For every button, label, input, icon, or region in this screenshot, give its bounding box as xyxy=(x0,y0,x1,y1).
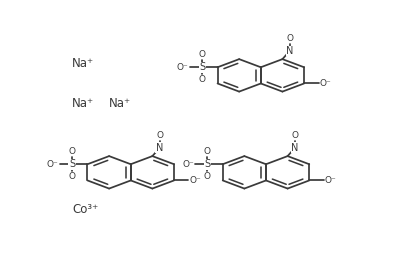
Text: O⁻: O⁻ xyxy=(177,63,189,72)
Text: O: O xyxy=(286,34,293,43)
Text: S: S xyxy=(69,159,75,169)
Text: N: N xyxy=(291,143,299,153)
Text: Co³⁺: Co³⁺ xyxy=(72,204,98,216)
Text: O: O xyxy=(68,172,75,181)
Text: S: S xyxy=(204,159,210,169)
Text: O⁻: O⁻ xyxy=(320,79,331,88)
Text: Na⁺: Na⁺ xyxy=(108,97,130,109)
Text: O: O xyxy=(291,131,298,140)
Text: Na⁺: Na⁺ xyxy=(72,97,94,109)
Text: O: O xyxy=(198,50,206,59)
Text: O: O xyxy=(204,147,211,156)
Text: O: O xyxy=(68,147,75,156)
Text: O: O xyxy=(156,131,163,140)
Text: N: N xyxy=(286,46,293,56)
Text: O⁻: O⁻ xyxy=(47,160,59,169)
Text: O⁻: O⁻ xyxy=(189,176,201,185)
Text: O: O xyxy=(198,75,206,84)
Text: Na⁺: Na⁺ xyxy=(72,57,94,70)
Text: N: N xyxy=(156,143,163,153)
Text: O⁻: O⁻ xyxy=(325,176,336,185)
Text: O⁻: O⁻ xyxy=(182,160,194,169)
Text: S: S xyxy=(199,62,205,72)
Text: O: O xyxy=(204,172,211,181)
